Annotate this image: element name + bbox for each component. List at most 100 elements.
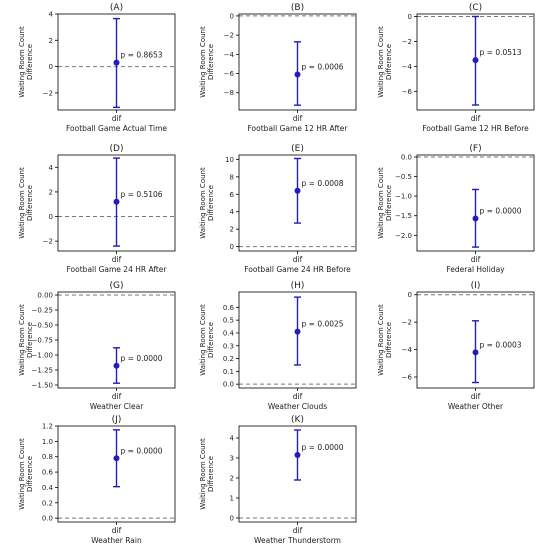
x-axis-label: Weather Other: [448, 402, 504, 411]
x-tick-label: dif: [112, 392, 122, 401]
x-axis-label: Weather Thunderstorm: [254, 536, 341, 545]
y-axis-label: Difference: [207, 456, 215, 492]
y-tick-label: 0: [230, 12, 234, 20]
y-tick-label: −2: [43, 89, 53, 97]
y-axis-label: Waiting Room Count: [199, 438, 207, 510]
y-tick-label: 0.00: [37, 292, 53, 300]
y-axis-label: Difference: [207, 44, 215, 80]
y-tick-label: −8: [224, 89, 234, 97]
subplot-title: (G): [110, 281, 124, 291]
y-tick-label: 0.1: [223, 368, 234, 376]
x-axis-label: Football Game 12 HR Before: [422, 124, 529, 133]
y-tick-label: −4: [402, 63, 413, 71]
y-tick-label: 10: [225, 156, 234, 164]
point-estimate: [113, 455, 120, 462]
x-tick-label: dif: [293, 526, 303, 535]
y-tick-label: −1.50: [32, 382, 53, 390]
x-axis-label: Football Game 24 HR Before: [244, 265, 351, 274]
x-tick-label: dif: [471, 392, 481, 401]
y-axis-label: Difference: [26, 456, 34, 492]
y-tick-label: 0.4: [223, 329, 235, 337]
subplot-title: (D): [110, 144, 124, 154]
y-axis-label: Waiting Room Count: [377, 167, 385, 239]
subplot-title: (I): [471, 281, 481, 291]
point-estimate: [472, 57, 479, 64]
point-estimate: [113, 362, 120, 369]
y-axis-label: Waiting Room Count: [18, 304, 26, 376]
point-estimate: [472, 349, 479, 356]
y-tick-label: 2: [230, 226, 234, 234]
y-tick-label: 0.5: [223, 317, 234, 325]
y-tick-label: −0.25: [32, 307, 53, 315]
y-tick-label: −1.25: [32, 367, 53, 375]
y-tick-label: −2: [224, 32, 234, 40]
y-tick-label: 1.2: [42, 423, 53, 431]
p-value-annotation: p = 0.8653: [121, 51, 163, 60]
x-tick-label: dif: [293, 392, 303, 401]
y-tick-label: 0.6: [42, 469, 54, 477]
p-value-annotation: p = 0.0513: [480, 48, 522, 57]
x-tick-label: dif: [471, 255, 481, 264]
y-axis-label: Waiting Room Count: [18, 438, 26, 510]
x-tick-label: dif: [112, 526, 122, 535]
subplot-j: (J) 0.0 0.2 0.4 0.6 0.8 1.0 1.2 Waiting Room Cou…: [18, 415, 176, 545]
y-axis-label: Waiting Room Count: [18, 26, 26, 98]
x-axis-label: Federal Holiday: [446, 265, 505, 274]
y-tick-label: −0.75: [32, 337, 53, 345]
x-axis-label: Football Game 24 HR After: [67, 265, 168, 274]
y-axis-label: Waiting Room Count: [199, 167, 207, 239]
y-tick-label: 0.0: [42, 515, 53, 523]
y-axis-label: Difference: [26, 185, 34, 221]
point-estimate: [294, 452, 301, 458]
y-tick-label: −6: [402, 374, 413, 382]
y-axis-label: Waiting Room Count: [377, 26, 385, 98]
p-value-annotation: p = 0.0000: [121, 354, 163, 363]
y-tick-label: 0.8: [42, 453, 53, 461]
y-tick-label: 6: [230, 191, 235, 199]
x-axis-label: Football Game Actual Time: [66, 124, 167, 133]
y-axis-label: Difference: [26, 322, 34, 358]
subplot-h: (H) 0.0 0.1 0.2 0.3 0.4 0.5 0.6 Waiting Room Cou…: [199, 281, 357, 411]
y-axis-label: Waiting Room Count: [199, 304, 207, 376]
y-tick-label: −2: [402, 38, 412, 46]
y-axis-label: Difference: [207, 185, 215, 221]
p-value-annotation: p = 0.0008: [302, 179, 344, 188]
y-axis-label: Difference: [26, 44, 34, 80]
subplot-title: (K): [291, 415, 304, 425]
subplot-title: (C): [469, 3, 482, 13]
y-axis-label: Difference: [385, 44, 393, 80]
p-value-annotation: p = 0.0000: [121, 446, 163, 455]
y-tick-label: −0.50: [32, 322, 53, 330]
y-tick-label: −6: [224, 70, 235, 78]
x-tick-label: dif: [112, 114, 122, 123]
y-axis-label: Difference: [207, 322, 215, 358]
y-tick-label: 2: [49, 188, 53, 196]
subplot-k: (K) 0 1 2 3 4 Waiting Room Count Difference difW…: [199, 415, 357, 545]
y-tick-label: 0: [230, 515, 234, 523]
x-axis-label: Football Game 12 HR After: [248, 124, 349, 133]
point-estimate: [294, 328, 301, 335]
subplot-d: (D) −2 0 2 4 Waiting Room Count Difference difF…: [18, 144, 176, 274]
point-estimate: [472, 215, 479, 222]
p-value-annotation: p = 0.0025: [302, 320, 344, 329]
y-tick-label: −1.00: [32, 352, 53, 360]
x-axis-label: Weather Clear: [90, 402, 144, 411]
y-tick-label: 4: [230, 435, 235, 443]
x-tick-label: dif: [293, 255, 303, 264]
y-tick-label: 0.6: [223, 304, 235, 312]
subplot-title: (B): [291, 3, 304, 13]
y-tick-label: 0: [230, 243, 234, 251]
y-tick-label: 1: [230, 495, 234, 503]
y-tick-label: 3: [230, 455, 234, 463]
y-tick-label: 0: [49, 63, 53, 71]
subplot-c: (C) −6 −4 −2 0 Waiting Room Count Difference di…: [377, 3, 535, 133]
y-tick-label: 0.0: [401, 153, 412, 161]
y-tick-label: −2.0: [395, 232, 412, 240]
y-tick-label: 8: [230, 173, 234, 181]
p-value-annotation: p = 0.0006: [302, 62, 344, 71]
y-tick-label: −2: [43, 238, 53, 246]
y-axis-label: Difference: [385, 322, 393, 358]
subplot-title: (H): [291, 281, 305, 291]
x-tick-label: dif: [293, 114, 303, 123]
